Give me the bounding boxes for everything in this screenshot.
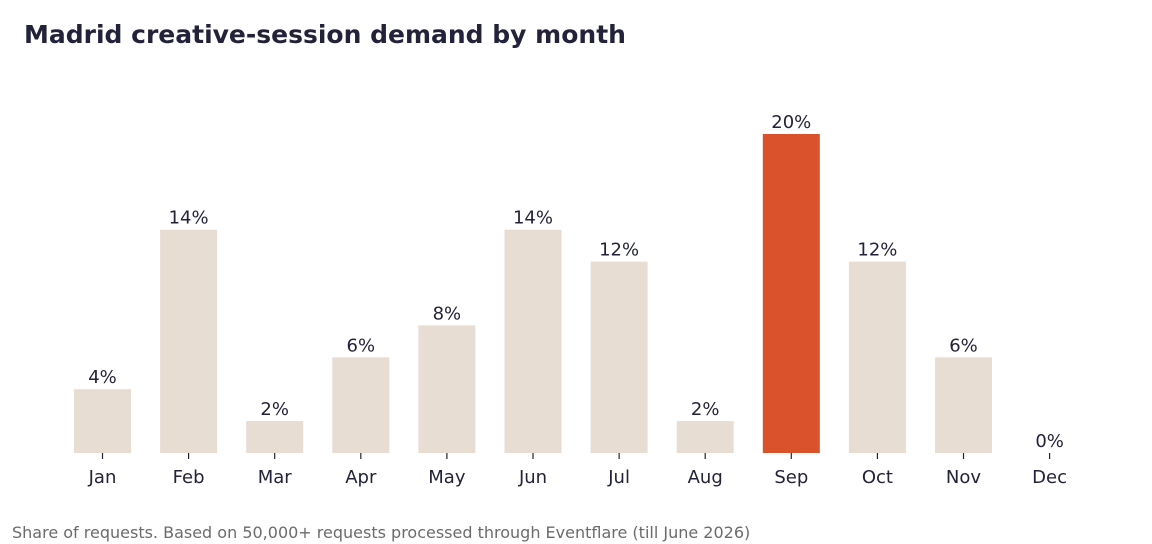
value-label-jul: 12% [599, 240, 639, 261]
bar-jan [74, 389, 131, 453]
x-tick-label-jan: Jan [88, 467, 117, 488]
value-label-jan: 4% [88, 367, 117, 388]
value-label-jun: 14% [513, 208, 553, 229]
value-label-may: 8% [433, 303, 462, 324]
x-tick-label-mar: Mar [258, 467, 293, 488]
x-ticks-group [101, 453, 1051, 459]
x-tick-label-feb: Feb [173, 467, 205, 488]
chart-title: Madrid creative-session demand by month [24, 20, 626, 49]
bar-jun [504, 229, 562, 453]
x-tick-label-dec: Dec [1032, 467, 1067, 488]
bar-jul [590, 261, 648, 453]
value-label-sep: 20% [771, 112, 811, 133]
x-tick-label-jun: Jun [518, 467, 547, 488]
x-tick-labels-group: Jan Feb Mar Apr May Jun Jul Aug Sep Oct Nov Dec [88, 467, 1067, 488]
x-tick-label-sep: Sep [774, 467, 808, 488]
bar-feb [160, 229, 218, 453]
bar-oct [848, 261, 906, 453]
x-tick-label-may: May [428, 467, 466, 488]
x-tick-label-oct: Oct [862, 467, 893, 488]
bar-chart: 4% 14% 2% 6% 8% 14% 12% 2% 20% 12% 6% 0% Jan Feb Mar A… [74, 112, 1067, 488]
x-tick-label-apr: Apr [345, 467, 377, 488]
value-label-apr: 6% [347, 335, 376, 356]
value-label-oct: 12% [857, 240, 897, 261]
x-tick-label-aug: Aug [688, 467, 723, 488]
value-label-mar: 2% [260, 399, 289, 420]
value-label-aug: 2% [691, 399, 720, 420]
x-tick-label-nov: Nov [946, 467, 981, 488]
bar-may [418, 325, 476, 453]
value-labels-group: 4% 14% 2% 6% 8% 14% 12% 2% 20% 12% 6% 0% [88, 112, 1064, 452]
value-label-feb: 14% [169, 208, 209, 229]
bars-group [74, 134, 992, 453]
value-label-dec: 0% [1035, 431, 1064, 452]
value-label-nov: 6% [949, 335, 978, 356]
bar-sep [762, 134, 820, 453]
bar-aug [676, 421, 734, 453]
bar-nov [935, 357, 992, 453]
bar-mar [246, 421, 304, 453]
bar-apr [332, 357, 390, 453]
footnote: Share of requests. Based on 50,000+ requ… [12, 523, 751, 542]
x-tick-label-jul: Jul [607, 467, 630, 488]
